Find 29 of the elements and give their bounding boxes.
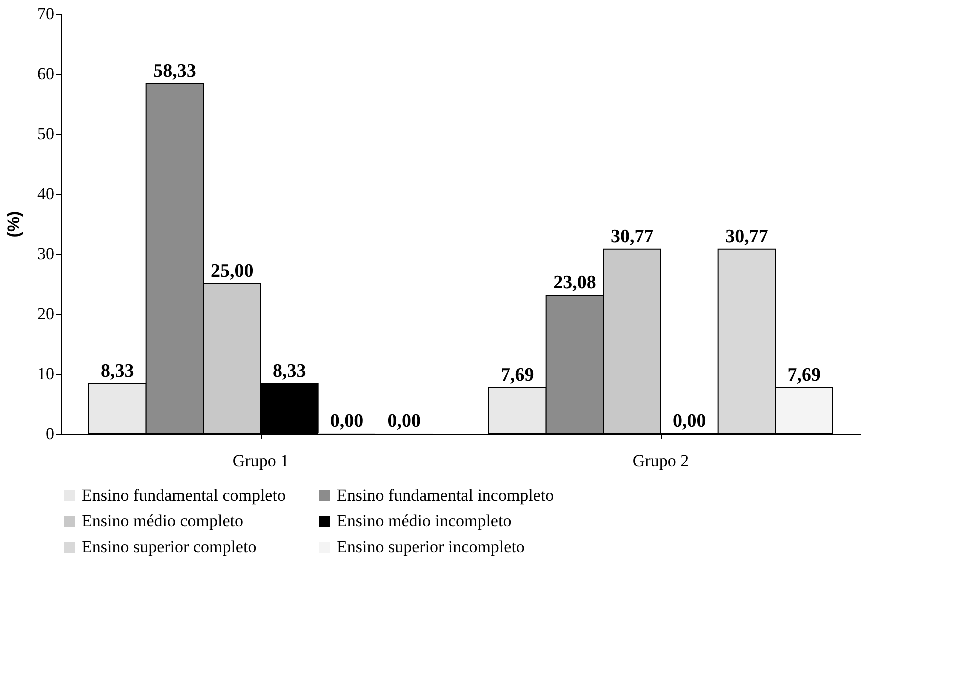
legend-label: Ensino fundamental completo	[82, 486, 286, 505]
data-label: 23,08	[554, 272, 596, 294]
data-label: 8,33	[273, 361, 306, 382]
y-axis-title: (%)	[4, 211, 24, 238]
data-label: 30,77	[726, 226, 769, 248]
legend-label: Ensino médio incompleto	[337, 512, 512, 530]
data-label: 7,69	[501, 364, 534, 386]
data-label: 0,00	[388, 411, 421, 432]
y-tick-label: 30	[38, 244, 54, 264]
data-label: 25,00	[210, 261, 254, 282]
y-tick-label: 60	[38, 64, 54, 84]
legend-label: Ensino fundamental incompleto	[337, 486, 554, 505]
legend-label: Ensino superior completo	[82, 538, 257, 556]
legend-label: Ensino médio completo	[82, 512, 244, 530]
data-label: 7,69	[788, 364, 821, 386]
y-tick-label: 50	[38, 124, 54, 144]
x-tick-label: Grupo 2	[632, 452, 690, 470]
x-tick-label: Grupo 1	[232, 452, 290, 470]
data-label: 58,33	[154, 61, 196, 82]
y-tick-label: 70	[38, 4, 54, 24]
data-label: 0,00	[330, 411, 364, 432]
data-label: 30,77	[610, 226, 654, 248]
y-tick-label: 20	[38, 304, 54, 324]
y-tick-label: 10	[38, 364, 54, 384]
data-label: 8,33	[101, 361, 134, 382]
y-tick-label: 0	[46, 424, 54, 444]
y-tick-label: 40	[38, 184, 54, 204]
legend-label: Ensino superior incompleto	[337, 538, 525, 556]
data-label: 0,00	[673, 411, 706, 432]
